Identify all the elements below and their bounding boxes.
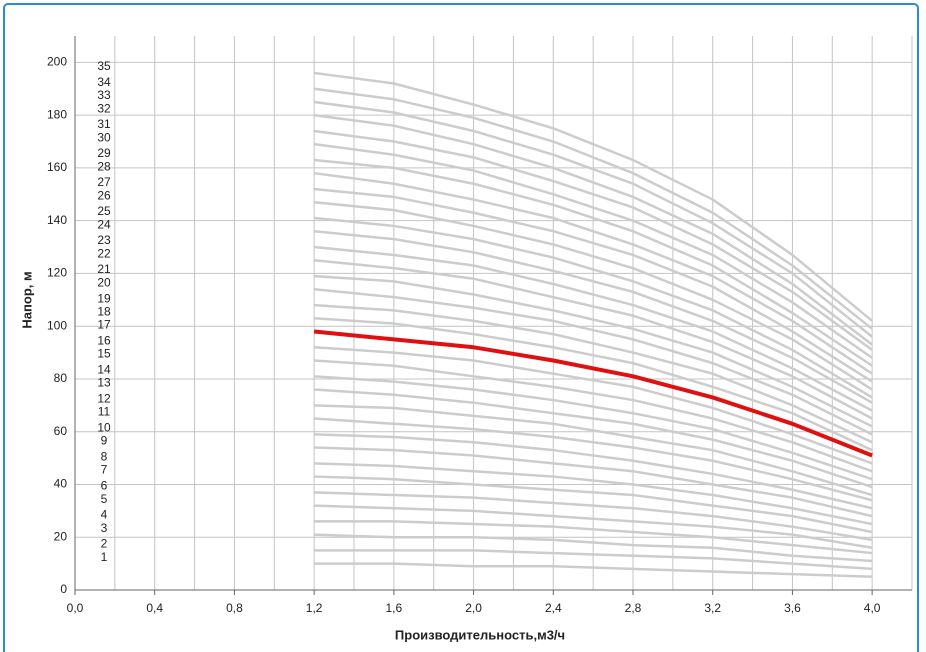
x-tick-label: 4,0: [864, 601, 881, 615]
x-tick-label: 1,2: [306, 601, 323, 615]
x-tick-label: 1,6: [386, 601, 403, 615]
x-tick-label: 0,4: [146, 601, 163, 615]
pump-curve: [313, 113, 873, 346]
pump-curve: [314, 520, 873, 555]
stage-label: 3: [101, 521, 108, 535]
stage-label: 5: [101, 492, 108, 506]
stage-label: 29: [97, 146, 111, 160]
y-tick-label: 140: [47, 213, 67, 227]
y-tick-label: 20: [54, 529, 68, 543]
pump-curve: [313, 87, 873, 330]
pump-curve: [314, 258, 873, 420]
pump-curve: [313, 329, 873, 458]
pump-curve: [314, 475, 873, 534]
x-tick-label: 0,0: [67, 601, 84, 615]
x-axis-label: Производительность,м3/ч: [395, 627, 565, 642]
stage-label: 11: [98, 405, 111, 419]
x-tick-label: 3,6: [784, 601, 801, 615]
stage-label: 10: [97, 421, 111, 435]
stage-label: 6: [101, 479, 108, 493]
pump-curve: [314, 533, 873, 563]
pump-curve: [314, 187, 873, 383]
pump-curve: [314, 375, 873, 481]
pump-curve: [314, 417, 873, 502]
x-tick-label: 2,8: [625, 601, 642, 615]
stage-label: 33: [97, 88, 111, 102]
pump-curve: [314, 303, 873, 444]
stage-label: 13: [97, 376, 111, 390]
stage-label: 32: [97, 101, 111, 115]
stage-label: 4: [101, 508, 108, 522]
pump-curve: [314, 549, 873, 571]
pump-curve: [314, 229, 873, 404]
y-tick-label: 60: [54, 424, 68, 438]
y-tick-label: 40: [54, 477, 68, 491]
pump-curve: [313, 71, 873, 322]
stage-label: 17: [97, 318, 111, 332]
pump-curve: [314, 288, 873, 436]
stage-label: 20: [97, 275, 111, 289]
pump-curve: [314, 346, 873, 465]
x-tick-label: 2,4: [545, 601, 562, 615]
x-tick-label: 2,0: [465, 601, 482, 615]
y-tick-label: 200: [47, 55, 67, 69]
pump-curve: [314, 274, 873, 428]
stage-label: 24: [97, 217, 111, 231]
pump-curve: [314, 446, 873, 518]
frame: [3, 3, 919, 652]
stage-label: 8: [101, 450, 108, 464]
pump-curve: [314, 404, 873, 497]
stage-label: 28: [97, 159, 111, 173]
stage-label: 16: [97, 333, 111, 347]
pump-curve: [313, 100, 873, 338]
stage-label: 18: [97, 304, 111, 318]
stage-label: 25: [97, 204, 111, 218]
x-tick-label: 3,2: [704, 601, 721, 615]
y-tick-label: 160: [47, 160, 67, 174]
stage-label: 7: [101, 463, 108, 477]
y-tick-label: 180: [47, 107, 67, 121]
pump-curve: [314, 317, 873, 452]
stage-label: 26: [97, 188, 111, 202]
pump-curve: [314, 216, 873, 399]
stage-label: 19: [97, 291, 111, 305]
stage-label: 2: [101, 537, 108, 551]
y-axis-label: Напор, м: [19, 271, 34, 328]
pump-curve: [314, 462, 873, 526]
x-tick-label: 0,8: [226, 601, 243, 615]
pump-curve: [314, 245, 873, 412]
stage-label: 1: [101, 550, 108, 564]
stage-label: 22: [97, 246, 111, 260]
pump-curve: [314, 433, 873, 510]
y-tick-label: 100: [47, 318, 67, 332]
stage-label: 12: [97, 392, 111, 406]
y-tick-label: 80: [54, 371, 68, 385]
y-tick-label: 120: [47, 266, 67, 280]
pump-curve: [313, 171, 873, 375]
stage-label: 23: [97, 233, 111, 247]
stage-label: 35: [97, 59, 111, 73]
stage-label: 31: [97, 117, 111, 131]
stage-label: 34: [97, 75, 111, 89]
pump-curve: [313, 129, 873, 351]
pump-curve: [314, 562, 873, 579]
pump-curve: [314, 158, 873, 367]
stage-label: 14: [97, 362, 111, 376]
pump-curve: [314, 359, 873, 473]
stage-label: 9: [101, 434, 108, 448]
stage-label: 15: [97, 347, 111, 361]
y-tick-label: 0: [60, 582, 67, 596]
pump-curve: [314, 388, 873, 489]
stage-label: 21: [97, 262, 111, 276]
pump-curve: [314, 200, 873, 391]
stage-label: 27: [97, 175, 111, 189]
stage-label: 30: [97, 130, 111, 144]
pump-curve: [314, 491, 873, 542]
pump-curve: [314, 504, 873, 550]
pump-curve: [313, 142, 873, 359]
